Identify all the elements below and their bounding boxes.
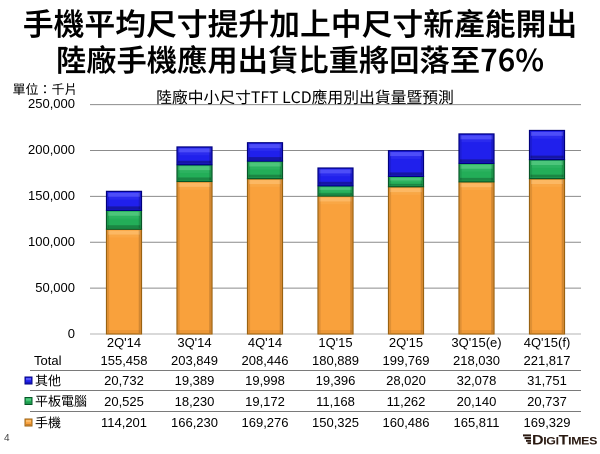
svg-text:DIGITIMES: DIGI TIMES xyxy=(532,431,597,447)
